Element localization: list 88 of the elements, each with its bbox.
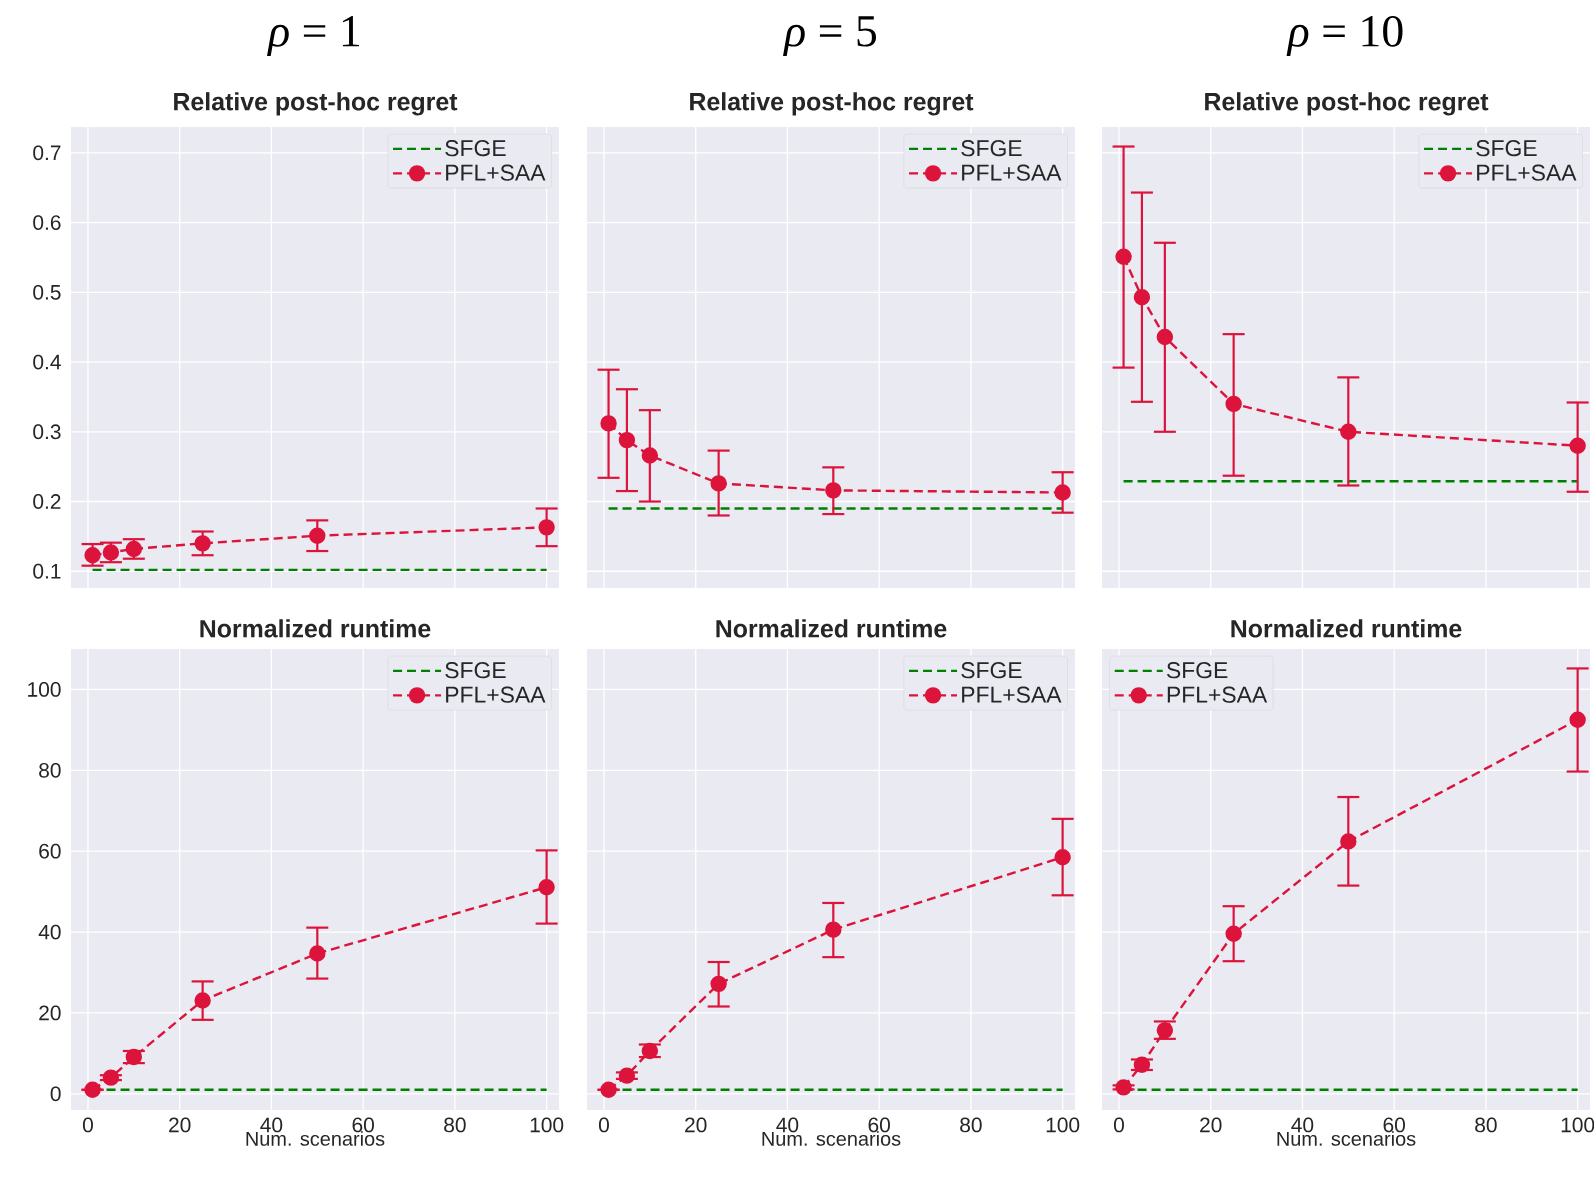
y-tick-label: 0.6 (33, 215, 61, 230)
legend-label: SFGE (961, 140, 1022, 157)
legend-label: SFGE (445, 140, 506, 157)
point (1569, 437, 1586, 454)
x-tick-label: 100 (1561, 1117, 1594, 1133)
point (825, 921, 842, 938)
y-tick-label: 20 (39, 1005, 61, 1021)
y-tick-label: 100 (28, 682, 61, 697)
y-tick-label: 0.4 (33, 354, 61, 370)
point (618, 1067, 636, 1084)
point (1133, 288, 1151, 306)
y-tick-label: 0.7 (33, 145, 61, 161)
x-tick-label: 80 (1475, 1117, 1497, 1133)
point (538, 519, 555, 536)
y-tick-label: 40 (38, 924, 61, 940)
x-axis-title: Num. scenarios (1277, 1131, 1416, 1146)
legend-label: SFGE (1476, 140, 1537, 157)
x-tick-label: 80 (960, 1117, 982, 1133)
chart-title: Normalized runtime (716, 619, 947, 638)
y-tick-label: 0.1 (33, 563, 61, 579)
point (1133, 1056, 1151, 1073)
y-tick-label: 0.2 (33, 494, 61, 509)
point (1115, 248, 1132, 265)
point (309, 945, 326, 962)
y-tick-label: 80 (39, 762, 61, 778)
point (1340, 423, 1357, 440)
point (1054, 849, 1071, 866)
x-tick-label: 0 (1113, 1117, 1124, 1133)
chart-title: Normalized runtime (200, 619, 431, 638)
legend-label: PFL+SAA (446, 686, 546, 703)
chart-subtitle: Relative post-hoc regret (1205, 92, 1489, 116)
y-tick-label: 60 (39, 843, 61, 859)
point (309, 527, 326, 544)
point (1225, 925, 1242, 942)
legend-label: SFGE (961, 662, 1022, 679)
chart-title: Normalized runtime (1231, 619, 1462, 638)
point (194, 992, 211, 1009)
point (600, 415, 617, 432)
legend-label: PFL+SAA (446, 164, 546, 181)
x-tick-label: 0 (598, 1117, 609, 1133)
point (618, 431, 636, 449)
point (641, 447, 659, 464)
x-tick-label: 100 (530, 1117, 564, 1133)
x-axis-title: Num. scenarios (762, 1131, 901, 1146)
legend-label: PFL+SAA (962, 164, 1062, 181)
point (825, 482, 842, 499)
point (1569, 711, 1586, 728)
chart-subtitle: Relative post-hoc regret (174, 92, 458, 116)
point (1115, 1079, 1132, 1096)
x-tick-label: 0 (82, 1117, 93, 1133)
x-tick-label: 20 (685, 1117, 707, 1133)
y-tick-label: 0.3 (33, 424, 61, 440)
y-tick-label: 0 (50, 1086, 61, 1102)
x-tick-label: 60 (1383, 1117, 1405, 1133)
point (538, 879, 555, 896)
point (710, 975, 727, 993)
x-tick-label: 60 (352, 1117, 374, 1133)
chart-title: ρ = 10 (1286, 15, 1403, 57)
legend-label: PFL+SAA (962, 686, 1062, 703)
point (194, 535, 211, 552)
x-tick-label: 40 (260, 1117, 283, 1133)
x-tick-label: 60 (868, 1117, 890, 1133)
x-tick-label: 20 (1200, 1117, 1222, 1133)
point (710, 475, 727, 492)
x-tick-label: 40 (776, 1117, 799, 1133)
point (1225, 395, 1242, 413)
legend-label: SFGE (1166, 662, 1228, 679)
x-tick-label: 40 (1291, 1117, 1314, 1133)
point (125, 1048, 143, 1066)
point (1156, 328, 1174, 346)
x-tick-label: 80 (444, 1117, 466, 1133)
chart-title: ρ = 5 (783, 16, 877, 56)
chart-subtitle: Relative post-hoc regret (690, 92, 974, 116)
x-tick-label: 100 (1046, 1117, 1080, 1133)
point (1340, 833, 1357, 850)
point (1054, 484, 1071, 501)
legend-label: SFGE (445, 662, 506, 679)
x-axis-title: Num. scenarios (246, 1131, 385, 1146)
legend-label: PFL+SAA (1167, 686, 1268, 703)
point (102, 1069, 120, 1086)
point (641, 1042, 659, 1060)
point (600, 1081, 617, 1098)
legend-label: PFL+SAA (1477, 164, 1577, 181)
point (84, 547, 101, 564)
y-tick-label: 0.5 (33, 284, 61, 300)
x-tick-label: 20 (169, 1117, 191, 1133)
chart-title: ρ = 1 (267, 16, 360, 56)
point (84, 1081, 101, 1098)
